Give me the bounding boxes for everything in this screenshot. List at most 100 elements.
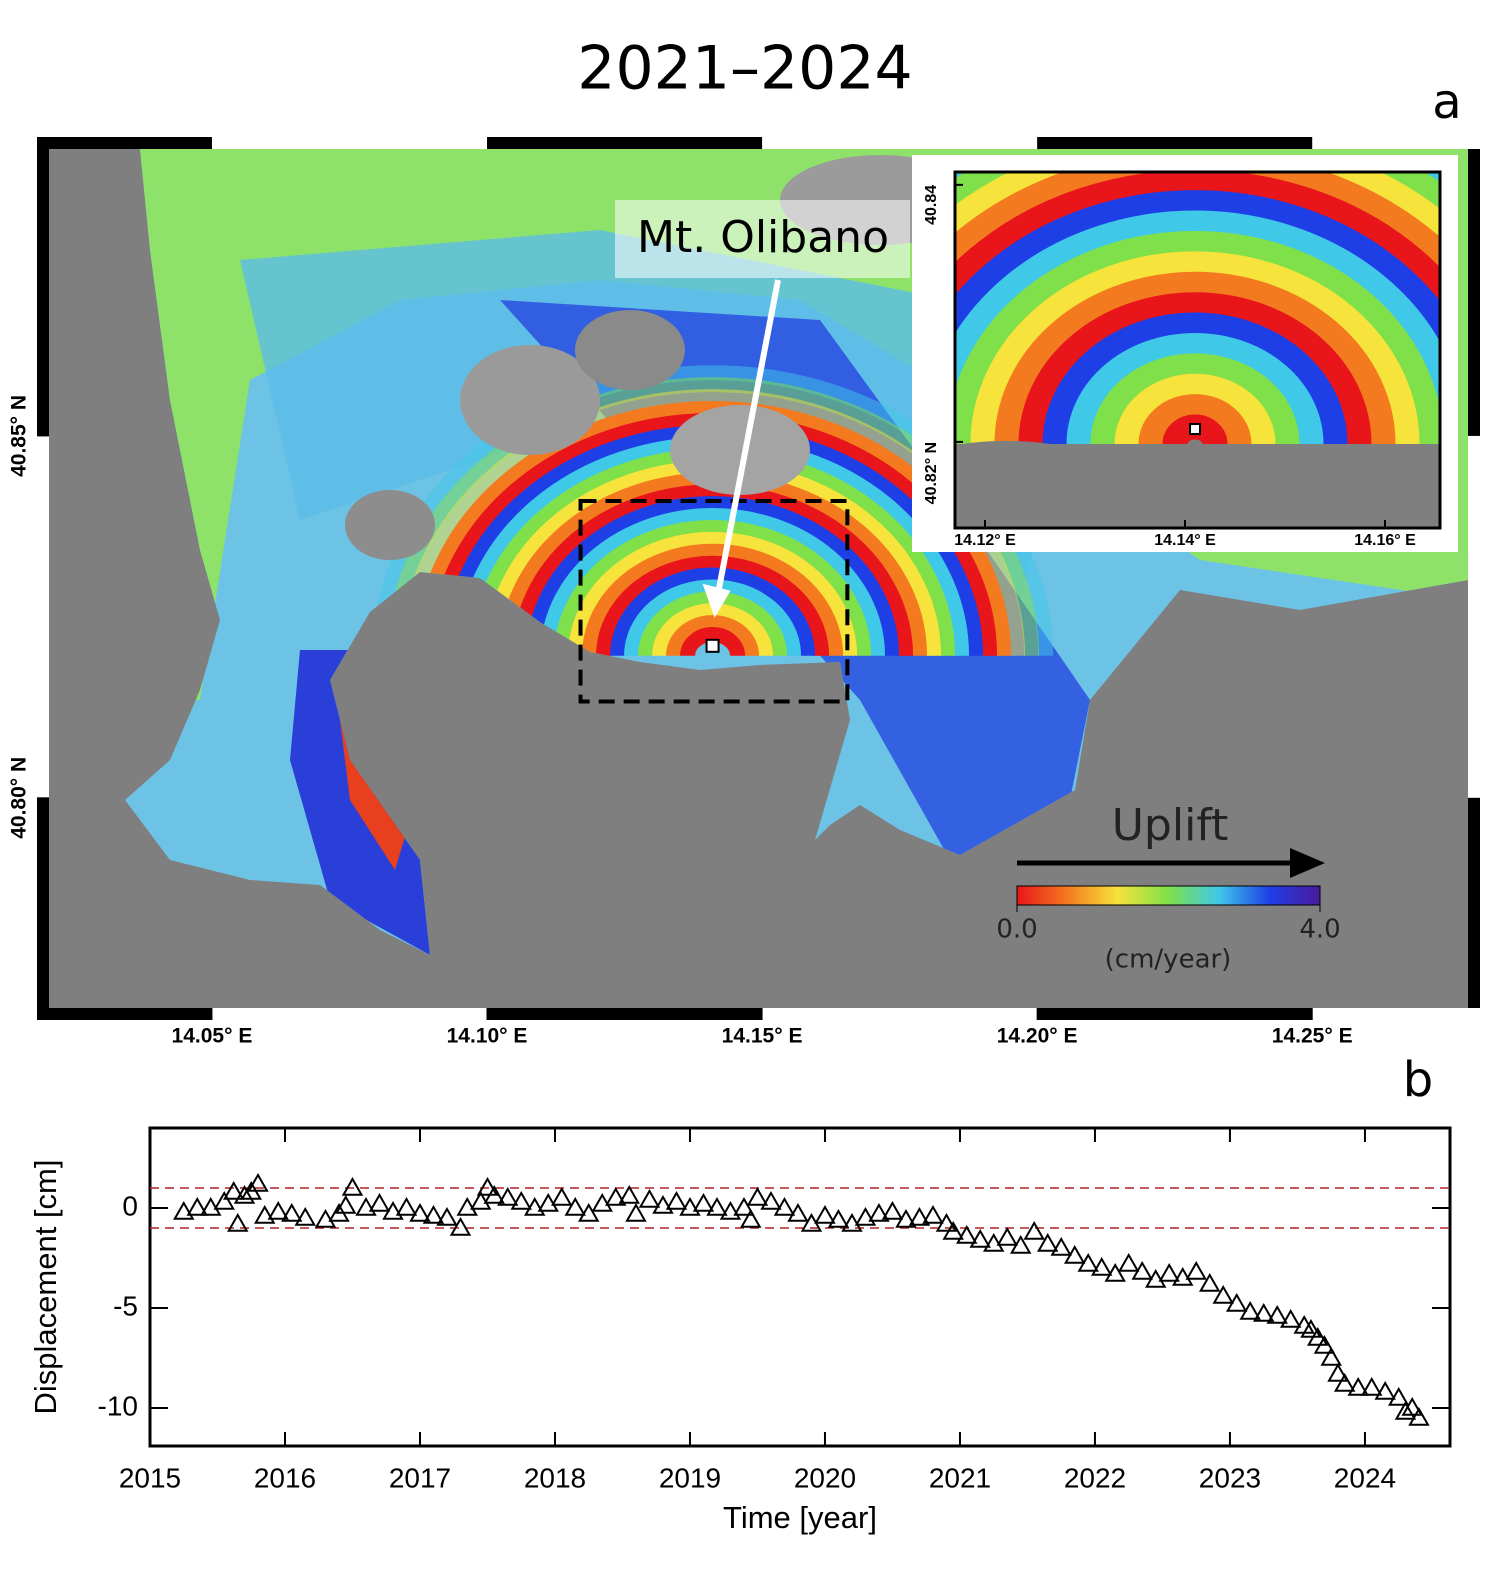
data-point: [1394, 1400, 1417, 1420]
data-point: [497, 1186, 519, 1206]
data-point: [1077, 1252, 1099, 1272]
data-point: [382, 1200, 404, 1220]
fringe: [512, 484, 914, 656]
data-point: [1320, 1346, 1342, 1366]
x-axis-label: Time [year]: [723, 1500, 877, 1535]
data-point: [1313, 1334, 1336, 1354]
data-point: [1401, 1396, 1423, 1416]
colorbar-label: Uplift: [1112, 800, 1229, 851]
data-point: [1374, 1380, 1396, 1400]
x-tick-label: 2015: [119, 1462, 181, 1493]
fringe: [1018, 292, 1372, 445]
x-tick-label: 2019: [659, 1462, 721, 1493]
data-point: [665, 1190, 688, 1210]
fringe: [582, 543, 844, 656]
data-point: [1104, 1262, 1126, 1282]
frame-segment: [211, 1008, 488, 1020]
x-tick-label: 2017: [389, 1462, 451, 1493]
data-point: [267, 1200, 289, 1220]
data-point: [814, 1204, 836, 1224]
data-point: [942, 1220, 964, 1240]
data-point: [955, 1224, 978, 1244]
data-point: [895, 1208, 917, 1228]
data-point: [638, 1188, 661, 1208]
hillshade: [670, 405, 810, 495]
data-point: [409, 1202, 431, 1222]
inset-y-tick-label: 40.82° N: [923, 442, 940, 504]
inset-x-tick-label: 14.16° E: [1354, 532, 1416, 549]
x-tick-label: 2022: [1064, 1462, 1126, 1493]
fringe: [680, 627, 746, 657]
fringe: [955, 210, 1440, 415]
data-point: [355, 1196, 377, 1216]
data-point: [1198, 1272, 1221, 1292]
data-point: [1212, 1284, 1234, 1304]
data-point: [760, 1190, 782, 1210]
data-point: [449, 1216, 472, 1236]
fringe: [970, 251, 1420, 445]
y-tick-label: 40.85° N: [8, 395, 31, 477]
data-point: [1036, 1232, 1059, 1252]
data-point: [524, 1196, 546, 1216]
fringe: [994, 271, 1396, 445]
data-point: [1266, 1304, 1288, 1324]
annotation-box: [615, 200, 910, 278]
inset-x-tick-label: 14.12° E: [954, 532, 1016, 549]
data-point: [908, 1206, 931, 1226]
data-point: [1387, 1386, 1410, 1406]
data-point: [186, 1196, 208, 1216]
data-point: [1360, 1376, 1383, 1396]
data-point: [578, 1202, 600, 1222]
site-marker: [705, 638, 720, 653]
x-tick-label: 2023: [1199, 1462, 1261, 1493]
data-point: [1225, 1292, 1248, 1312]
fringe: [1114, 373, 1276, 445]
annotation-arrow: [715, 279, 781, 592]
fringe: [596, 555, 830, 656]
data-point: [341, 1176, 364, 1196]
y-tick-label: 40.80° N: [8, 757, 31, 839]
inset-x-tick-label: 14.14° E: [1154, 532, 1216, 549]
x-tick-label: 2016: [254, 1462, 316, 1493]
data-point: [1131, 1260, 1153, 1280]
x-tick-label: 14.05° E: [172, 1025, 253, 1048]
frame-segment: [1312, 137, 1480, 149]
data-point: [618, 1184, 640, 1204]
inset-imagery: [955, 172, 1440, 528]
data-point: [222, 1180, 245, 1200]
data-point: [247, 1172, 269, 1192]
data-point: [679, 1196, 701, 1216]
fringe: [540, 508, 886, 656]
data-point: [551, 1186, 573, 1206]
data-point: [692, 1192, 715, 1212]
plot-frame: [148, 1126, 1452, 1448]
data-point: [827, 1208, 850, 1228]
data-point: [1063, 1244, 1086, 1264]
y-axis-label: Displacement [cm]: [28, 1160, 63, 1415]
data-point: [173, 1200, 195, 1220]
data-point: [605, 1186, 627, 1206]
frame-segment: [1468, 435, 1480, 798]
data-point: [1090, 1256, 1113, 1276]
fringe: [955, 230, 1440, 445]
fringe: [955, 172, 1440, 305]
inset-y-tick-label: 40.84: [923, 185, 940, 225]
frame-segment: [762, 137, 1038, 149]
inset-sea: [955, 440, 1440, 528]
fringe: [568, 531, 858, 656]
fringe: [1066, 333, 1324, 445]
frame-segment: [211, 137, 488, 149]
uplift-arrow-head: [1290, 848, 1325, 878]
x-tick-label: 2024: [1334, 1462, 1396, 1493]
data-point: [1158, 1262, 1180, 1282]
frame-segment: [1312, 1008, 1480, 1020]
data-point: [1117, 1252, 1140, 1272]
panel-label: a: [1432, 74, 1461, 130]
data-point: [1279, 1308, 1302, 1328]
x-tick-label: 14.20° E: [997, 1025, 1078, 1048]
fringe: [1090, 353, 1300, 445]
x-tick-label: 14.25° E: [1272, 1025, 1353, 1048]
data-point: [1239, 1300, 1261, 1320]
colorbar-tick-label: 0.0: [996, 915, 1037, 945]
